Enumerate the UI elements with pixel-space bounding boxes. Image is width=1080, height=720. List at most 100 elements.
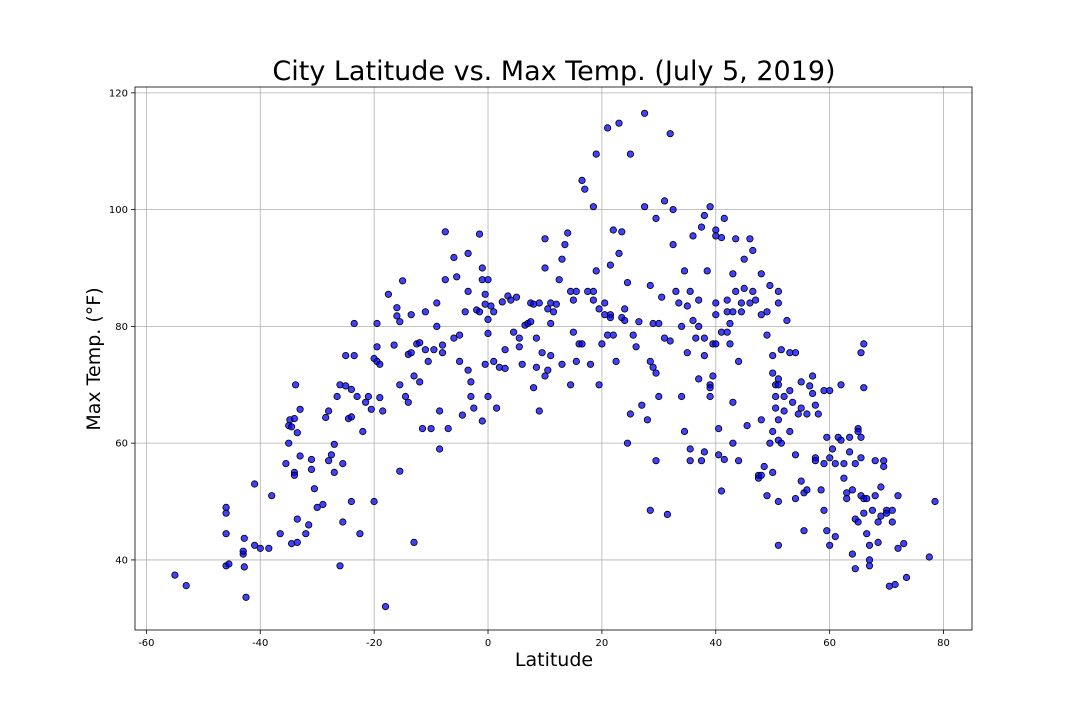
data-point xyxy=(606,313,615,322)
y-tick-label: 60 xyxy=(115,439,128,450)
data-point xyxy=(826,386,834,395)
data-point xyxy=(780,392,788,401)
x-axis-ticks: -60 -40 -20 0 20 40 60 80 xyxy=(138,630,950,649)
data-point xyxy=(558,360,566,368)
data-point xyxy=(794,410,802,418)
data-point xyxy=(376,393,384,402)
data-point xyxy=(737,308,746,316)
data-point xyxy=(481,360,489,368)
data-point xyxy=(888,518,896,526)
data-point xyxy=(240,534,248,542)
data-point xyxy=(475,308,484,316)
data-point xyxy=(726,340,734,348)
data-point xyxy=(840,474,848,482)
data-point xyxy=(347,497,355,506)
data-point xyxy=(481,290,489,298)
data-point xyxy=(222,509,230,517)
data-point xyxy=(786,427,794,436)
data-point xyxy=(478,417,486,425)
data-point xyxy=(606,261,615,269)
data-point xyxy=(450,253,458,262)
data-point xyxy=(416,339,424,347)
data-point xyxy=(427,424,435,433)
data-point xyxy=(276,530,284,538)
data-point xyxy=(541,372,549,380)
data-point xyxy=(396,467,404,475)
data-points xyxy=(171,109,939,611)
data-point xyxy=(626,150,635,158)
data-point xyxy=(740,255,748,263)
data-point xyxy=(811,457,820,465)
data-point xyxy=(470,404,478,412)
data-point xyxy=(800,527,808,535)
data-point xyxy=(632,343,640,351)
data-point xyxy=(865,541,874,549)
data-point xyxy=(723,328,731,336)
data-point xyxy=(808,389,817,398)
data-point xyxy=(541,264,549,272)
data-point xyxy=(652,369,660,377)
data-point xyxy=(336,562,344,570)
data-point xyxy=(882,509,891,517)
data-point xyxy=(336,381,344,389)
data-point xyxy=(854,427,862,436)
data-point xyxy=(854,518,862,526)
data-point xyxy=(541,235,549,243)
data-point xyxy=(683,349,691,357)
x-tick-label: 20 xyxy=(596,638,609,649)
data-point xyxy=(783,316,791,325)
data-point xyxy=(666,337,674,345)
data-point xyxy=(660,197,669,205)
data-point xyxy=(379,407,387,415)
data-point xyxy=(697,223,706,231)
data-point xyxy=(595,305,603,313)
data-point xyxy=(797,378,805,386)
data-point xyxy=(635,318,643,326)
data-point xyxy=(646,357,654,365)
data-point xyxy=(626,410,635,418)
data-point xyxy=(643,416,652,424)
data-point xyxy=(712,311,720,319)
data-point xyxy=(458,411,466,419)
data-point xyxy=(857,349,865,357)
data-point xyxy=(484,392,492,401)
data-point xyxy=(766,439,774,447)
data-point xyxy=(777,439,785,447)
data-point xyxy=(820,459,828,468)
data-point xyxy=(760,462,768,471)
data-point xyxy=(535,407,543,415)
data-point xyxy=(490,308,498,316)
data-point xyxy=(891,580,899,589)
data-point xyxy=(865,562,874,570)
data-point xyxy=(441,228,449,236)
data-point xyxy=(763,331,771,339)
data-point xyxy=(646,281,654,290)
data-point xyxy=(552,300,560,308)
data-point xyxy=(293,515,301,523)
plot-frame xyxy=(134,86,973,631)
data-point xyxy=(367,405,375,413)
data-point xyxy=(544,305,552,313)
y-tick-label: 40 xyxy=(115,555,128,566)
data-point xyxy=(290,471,298,479)
data-point xyxy=(888,506,896,514)
data-point xyxy=(615,119,623,127)
data-point xyxy=(398,277,407,285)
data-point xyxy=(874,518,882,526)
data-point xyxy=(265,544,273,552)
data-point xyxy=(285,439,293,447)
data-point xyxy=(350,351,358,360)
data-point xyxy=(435,445,444,453)
data-point xyxy=(455,331,464,339)
data-point xyxy=(851,565,859,573)
data-point xyxy=(791,494,800,503)
y-tick-label: 120 xyxy=(109,88,128,99)
data-point xyxy=(347,385,355,393)
data-point xyxy=(410,538,418,547)
data-point xyxy=(695,296,703,304)
data-point xyxy=(393,304,401,312)
data-point xyxy=(669,241,677,249)
data-point xyxy=(478,264,486,272)
data-point xyxy=(401,392,410,401)
data-point xyxy=(640,203,649,211)
